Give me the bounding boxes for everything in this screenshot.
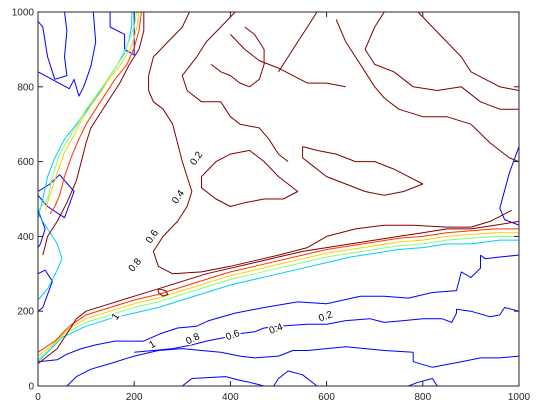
contour-lines (38, 12, 519, 386)
contour-label: 0.6 (224, 328, 241, 343)
y-axis-ticks: 0 200 400 600 800 1000 (12, 8, 519, 393)
x-tick-label: 600 (318, 392, 335, 403)
contour-label: 1 (147, 339, 158, 352)
contour-line-level-0-0 (38, 12, 68, 80)
contour-line-level-0-1 (38, 12, 97, 97)
contour-line-level-1-10 (302, 146, 424, 196)
y-tick-label: 400 (17, 232, 34, 243)
contour-line-level-0-11 (181, 376, 265, 386)
y-tick-label: 800 (17, 82, 34, 93)
contour-label: 0.8 (184, 331, 202, 347)
x-axis-ticks: 0 200 400 600 800 1000 (35, 12, 531, 403)
contour-line-level-1-0 (42, 12, 145, 256)
x-tick-label: 400 (222, 392, 239, 403)
contour-line-level-0_4-1 (38, 235, 519, 361)
contour-line-level-0-14 (134, 307, 519, 353)
contour-line-level-1-7 (364, 12, 519, 110)
contour-line-level-1-6 (335, 19, 519, 163)
contour-line-level-0-6 (499, 146, 519, 226)
contour-line-level-1-3 (148, 12, 513, 275)
contour-line-level-0_6-0 (44, 12, 140, 211)
contour-line-level-0_8-0 (49, 12, 142, 215)
contour-line-level-0-5 (38, 269, 53, 312)
y-tick-label: 1000 (12, 8, 35, 19)
x-tick-label: 200 (126, 392, 143, 403)
contour-line-level-0-10 (412, 352, 519, 368)
contour-line-level-0_6-1 (38, 232, 519, 357)
contour-label: 1 (110, 311, 122, 322)
x-tick-label: 800 (414, 392, 431, 403)
axes-frame (37, 11, 520, 387)
contour-line-level-0_2-1 (38, 213, 63, 301)
contour-line-level-0-7 (38, 255, 481, 363)
contour-line-level-1-4 (181, 12, 289, 162)
contour-line-level-0-9 (66, 346, 414, 386)
contour-line-level-1-1 (38, 220, 519, 364)
contour-line-level-1-5 (230, 34, 346, 88)
contour-line-level-1-11 (210, 26, 265, 88)
contour-line-level-1-2 (157, 288, 169, 297)
y-tick-label: 600 (17, 157, 34, 168)
contour-line-level-1-12 (278, 12, 318, 73)
contour-line-level-0-13 (408, 378, 438, 386)
contour-line-level-0_8-1 (38, 228, 519, 353)
contour-label: 0.2 (317, 309, 334, 324)
contour-line-level-0-8 (480, 254, 519, 260)
y-tick-label: 0 (28, 382, 34, 393)
contour-line-level-0-3 (38, 174, 75, 219)
x-tick-label: 0 (35, 392, 41, 403)
y-tick-label: 200 (17, 307, 34, 318)
x-tick-label: 1000 (508, 392, 531, 403)
contour-label: 0.4 (268, 322, 285, 337)
contour-line-level-0-12 (273, 370, 318, 386)
contour-line-level-1-9 (201, 149, 299, 207)
contour-line-level-0_2-2 (38, 239, 519, 363)
contour-line-level-0_4-0 (38, 12, 138, 211)
contour-line-level-1-8 (417, 12, 519, 91)
